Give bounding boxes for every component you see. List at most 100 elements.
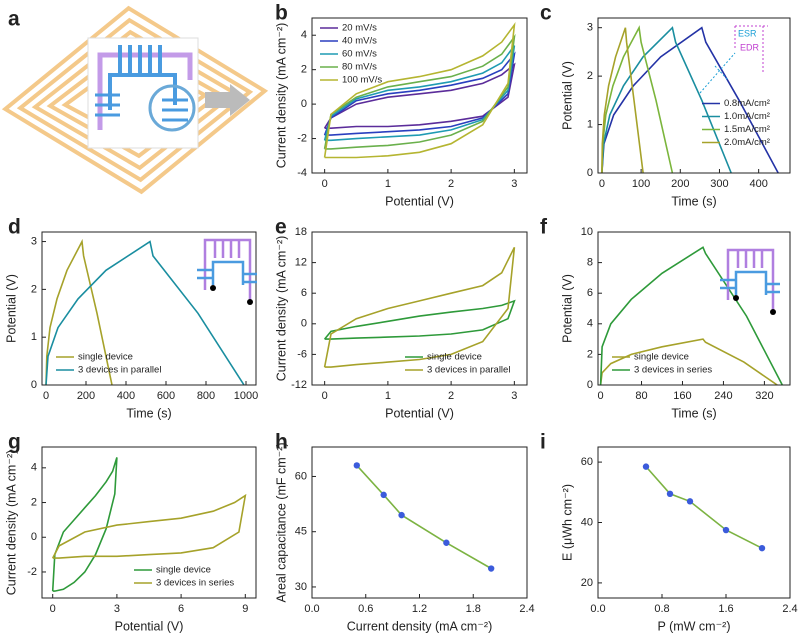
y-tick-label: 0	[31, 379, 37, 391]
x-tick-label: 300	[710, 178, 728, 190]
y-tick-label: 45	[295, 526, 307, 538]
legend-label: 3 devices in series	[156, 578, 234, 589]
y-tick-label: 4	[587, 318, 593, 330]
x-tick-label: 1.8	[466, 603, 481, 615]
y-tick-label: 1	[31, 331, 37, 343]
y-axis-label: Potential (V)	[560, 61, 574, 130]
x-tick-label: 0.8	[654, 603, 669, 615]
data-line	[51, 493, 247, 559]
x-tick-label: 0	[597, 390, 603, 402]
terminal	[770, 309, 776, 315]
y-axis-label: Current density (mA cm⁻²)	[274, 23, 288, 169]
data-line	[599, 338, 778, 386]
data-point	[380, 491, 387, 499]
y-tick-label: 3	[31, 235, 37, 247]
y-tick-label: 4	[301, 29, 307, 41]
x-tick-label: 0	[43, 390, 49, 402]
y-axis-label: Areal capacitance (mF cm⁻²)	[274, 442, 288, 602]
annotation-guide	[734, 25, 768, 74]
y-axis-label: Current density (mA cm⁻²)	[4, 450, 18, 596]
x-tick-label: 2.4	[519, 603, 534, 615]
legend-label: 1.0mA/cm²	[724, 111, 770, 122]
y-tick-label: 6	[587, 287, 593, 299]
x-axis-label: Potential (V)	[115, 619, 184, 633]
x-tick-label: 1	[385, 178, 391, 190]
data-line	[601, 26, 732, 174]
y-tick-label: 12	[295, 257, 307, 269]
data-line	[51, 457, 118, 592]
y-tick-label: 0	[301, 98, 307, 110]
x-tick-label: 200	[77, 390, 95, 402]
data-line	[45, 238, 113, 386]
legend-label: 2.0mA/cm²	[724, 137, 770, 148]
y-axis-label: Current density (mA cm⁻²)	[274, 236, 288, 382]
legend-label: 60 mV/s	[342, 49, 377, 60]
y-tick-label: 40	[581, 516, 593, 528]
y-tick-label: 4	[31, 462, 37, 474]
annotation-guide	[699, 52, 736, 94]
x-tick-label: 1000	[234, 390, 258, 402]
y-tick-label: 2	[587, 70, 593, 82]
device-illustration	[1, 5, 269, 195]
y-tick-label: 2	[31, 496, 37, 508]
circuit-inset	[203, 238, 252, 300]
data-point	[722, 526, 730, 534]
x-axis-label: Potential (V)	[385, 194, 454, 208]
plot-frame	[597, 17, 791, 174]
x-tick-label: 9	[242, 603, 248, 615]
legend-label: 3 devices in series	[634, 365, 712, 376]
panel-label: a	[8, 8, 20, 31]
legend-label: single device	[427, 352, 482, 363]
y-tick-label: 8	[587, 257, 593, 269]
x-tick-label: 1.6	[718, 603, 733, 615]
panel-label: g	[8, 431, 21, 454]
panel-label: b	[275, 2, 288, 25]
y-axis-label: E (μWh cm⁻²)	[560, 484, 574, 561]
x-tick-label: 0.0	[590, 603, 605, 615]
y-tick-label: 1	[587, 118, 593, 130]
y-tick-label: 30	[295, 581, 307, 593]
legend-label: single device	[156, 565, 211, 576]
data-point	[398, 511, 405, 519]
x-tick-label: 800	[197, 390, 215, 402]
plot-frame	[597, 231, 791, 386]
x-tick-label: 6	[178, 603, 184, 615]
plot-frame	[311, 446, 528, 599]
data-line	[601, 25, 674, 174]
y-tick-label: 2	[301, 64, 307, 76]
y-tick-label: 60	[581, 456, 593, 468]
x-tick-label: 400	[749, 178, 767, 190]
panel-label: c	[540, 2, 552, 25]
y-tick-label: 0	[587, 379, 593, 391]
data-line	[323, 33, 516, 150]
terminal	[210, 285, 216, 291]
data-line	[323, 51, 516, 136]
data-point	[443, 539, 450, 546]
y-tick-label: 6	[301, 287, 307, 299]
x-tick-label: 0.0	[304, 603, 319, 615]
x-axis-label: Time (s)	[126, 406, 171, 420]
circuit-inset	[726, 248, 775, 310]
legend-label: 0.8mA/cm²	[724, 98, 770, 109]
data-point	[487, 565, 495, 572]
plot-frame	[41, 231, 257, 386]
y-tick-label: -6	[297, 348, 307, 360]
legend-label: 3 devices in parallel	[427, 365, 510, 376]
annotation: EDR	[740, 42, 760, 52]
x-axis-label: Time (s)	[671, 406, 716, 420]
legend-label: 100 mV/s	[342, 75, 382, 86]
y-axis-label: Potential (V)	[560, 274, 574, 343]
x-tick-label: 0	[322, 390, 328, 402]
x-tick-label: 2.4	[782, 603, 797, 615]
data-line	[323, 246, 516, 368]
x-tick-label: 0	[50, 603, 56, 615]
circuit-inset	[720, 270, 780, 295]
data-line	[601, 27, 644, 174]
data-point	[353, 462, 360, 469]
y-tick-label: 0	[301, 318, 307, 330]
y-tick-label: 18	[295, 226, 307, 238]
y-tick-label: -12	[291, 379, 307, 391]
y-tick-label: 0	[587, 167, 593, 179]
x-tick-label: 2	[448, 390, 454, 402]
legend-label: single device	[634, 352, 689, 363]
